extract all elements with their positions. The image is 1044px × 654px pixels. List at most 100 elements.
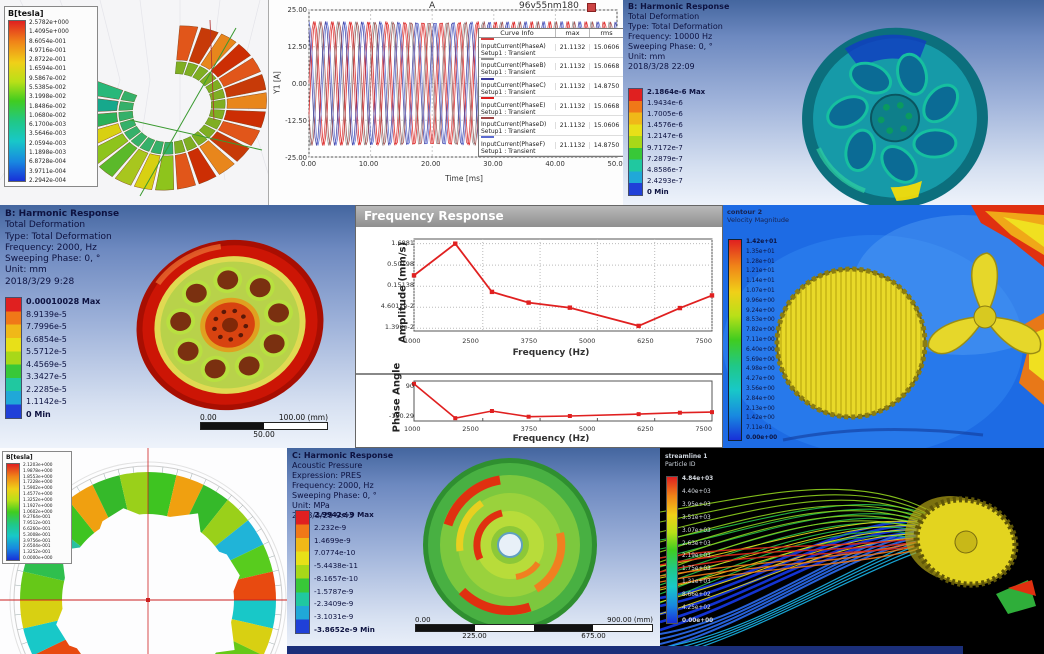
legend-value: 2.8722e-001 [29,57,67,64]
curve-max: 21.1132 [555,43,589,51]
curve-max: 21.1132 [555,102,589,110]
header-line: Particle ID [665,460,696,468]
header-line: Sweeping Phase: 0, ° [292,491,377,500]
curve-swatch-icon [481,58,494,61]
scale-value: 2.19e+03 [682,553,711,560]
curve-rms: 15.0668 [589,63,623,71]
scale-values: 4.84e+03 4.40e+03 3.95e+03 3.51e+03 3.07e+03… [682,476,713,624]
scale-value: -2.3409e-9 [314,599,354,609]
streamlines-panel: streamline 1 Particle ID 4.84e+03 4.40e+03… [660,448,1044,654]
x-tick: 0.00 [301,160,317,168]
scale-value: 2.2285e-5 [26,384,67,394]
x-tick: 7500 [695,337,712,345]
frequency-response-canvas [411,238,715,422]
color-scale-bar [8,20,26,182]
legend-value: 4.9716e-001 [29,47,67,54]
legend-title: B[tesla] [8,9,44,18]
scale-value: 1.4576e-6 [647,121,683,130]
x-tick: 1000 [404,425,421,433]
ruler-seg [201,423,264,429]
legend-value: 1.3252e+000 [23,497,53,503]
curve-name: InputCurrent(PhaseA) [481,42,546,50]
scale-value: 1.9434e-6 [647,99,683,108]
curve-rows: InputCurrent(PhaseA) Setup1 : Transient … [479,38,623,156]
legend-value: 5.3008e-001 [23,532,51,538]
acoustic-disc-model [423,458,597,632]
legend-value: 5.5385e-002 [29,84,67,91]
plot-title: A [429,1,436,11]
curve-max: 21.1132 [555,141,589,149]
scale-value: 8.53e+00 [746,317,775,324]
y-tick: 12.50 [287,43,307,51]
ruler-seg [475,625,534,631]
legend-value: 3.1998e-002 [29,94,67,101]
legend-value: 1.5902e+000 [23,486,53,492]
x-tick: 20.00 [421,160,441,168]
x-tick: 3750 [520,337,538,345]
harmonic-flywheel-panel: B: Harmonic Response Total Deformation Typ… [0,205,355,448]
frequency-axis-label: Frequency (Hz) [512,348,590,358]
y-tick: 1.6881 [391,239,414,247]
streamlines-graphic [660,488,1036,654]
scale-value: 3.51e+03 [682,514,711,521]
rotor-ring-field-plot [0,448,287,654]
phase-ticks: 90 -150.29 [384,382,414,420]
ruler-seg [264,423,327,429]
legend-value: 3.9756e-001 [23,538,51,544]
curve-label: InputCurrent(PhaseC) Setup1 : Transient [479,76,555,97]
color-scale-bar [666,476,678,624]
curve-name: InputCurrent(PhaseF) [481,140,546,148]
curve-row: InputCurrent(PhaseC) Setup1 : Transient … [479,77,623,97]
legend-value: 1.0680e-002 [29,112,67,119]
legend-value: 2.6504e-001 [23,544,51,550]
curve-setup: Setup1 : Transient [481,69,536,77]
curve-swatch-icon [481,38,494,41]
maxwell-ring-panel: B[tesla] 2.1203e+000 1.9878e+000 1.8553e+0… [0,448,287,654]
harmonic-wheel-panel: B: Harmonic Response Total Deformation Typ… [623,0,1044,205]
x-axis-ticks: 0.00 10.00 20.00 30.00 40.00 50.00 [301,160,624,168]
header-line: Unit: mm [5,265,47,276]
legend-value: 3.5646e-003 [29,131,67,138]
curve-row: InputCurrent(PhaseE) Setup1 : Transient … [479,97,623,117]
legend-value: 1.3252e-001 [23,550,51,556]
legend-value: 2.0594e-003 [29,140,67,147]
curve-row: InputCurrent(PhaseA) Setup1 : Transient … [479,38,623,58]
y-tick: 0.15138 [387,281,414,289]
curve-setup: Setup1 : Transient [481,147,536,155]
ruler-mid: 50.00 [253,430,275,439]
curve-label: InputCurrent(PhaseB) Setup1 : Transient [479,57,555,78]
curve-rms: 15.0606 [589,43,623,51]
scale-value: 1.07e+01 [746,287,775,294]
deformation-scale: 0.00010028 Max 8.9139e-5 7.7996e-5 6.6854e-… [5,297,100,419]
scale-value: 2.63e+03 [682,540,711,547]
header-line: Sweeping Phase: 0, ° [628,42,713,51]
window-bottom-edge [287,646,963,654]
header-line: Total Deformation [5,220,86,231]
header-line: 2018/3/29 9:43 [292,511,354,520]
max-col: max [555,29,589,37]
header-line: Frequency: 2000, Hz [5,242,97,253]
y-tick: -25.00 [285,154,307,162]
x-tick: 2500 [462,337,479,345]
scale-values: 2.1864e-6 Max 1.9434e-6 1.7005e-6 1.4576e-6… [647,88,705,196]
header-line: streamline 1 [665,453,708,460]
color-scale-bar [6,463,20,561]
legend-value: 1.4577e+000 [23,492,53,498]
y-tick: -150.29 [388,412,414,420]
color-scale-bar [628,88,643,196]
header-line: Expression: PRES [292,471,362,480]
scale-value: 7.82e+00 [746,327,775,334]
header-line: Acoustic Pressure [292,461,363,470]
curve-setup: Setup1 : Transient [481,49,536,57]
curve-label: InputCurrent(PhaseA) Setup1 : Transient [479,37,555,58]
curve-rms: 14.8750 [589,82,623,90]
header-line: 2018/3/29 9:28 [5,276,75,287]
window-titlebar[interactable]: Frequency Response [356,206,722,227]
scale-value: 4.8586e-7 [647,165,683,174]
x-tick: 5000 [578,425,596,433]
plot-separator [356,373,722,375]
curve-info-col: Curve Info [500,29,534,37]
x-axis-label: Time [ms] [445,174,483,183]
scale-value: 0 Min [647,187,669,196]
curve-row: InputCurrent(PhaseF) Setup1 : Transient … [479,136,623,156]
